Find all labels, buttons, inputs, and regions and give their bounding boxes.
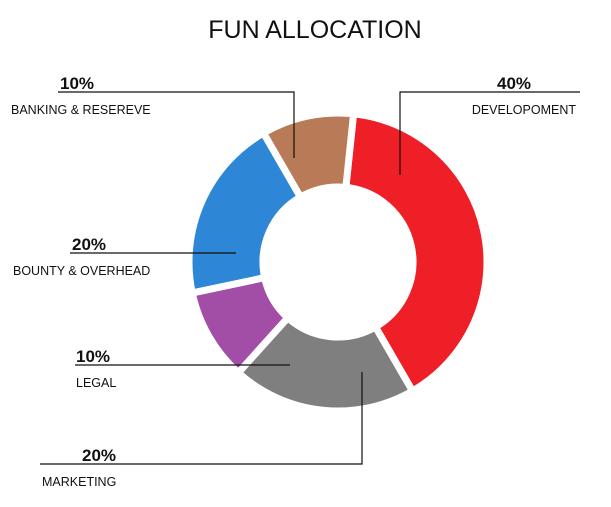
leader-line-marketing <box>40 372 363 465</box>
category-label-banking-resereve: BANKING & RESEREVE <box>11 103 151 117</box>
slices-group <box>185 109 491 415</box>
value-label-banking-resereve: 10% <box>60 74 94 93</box>
value-label-bounty-overhead: 20% <box>72 235 106 254</box>
category-label-legal: LEGAL <box>76 376 116 390</box>
value-label-marketing: 20% <box>82 446 116 465</box>
slice-banking-resereve <box>258 109 358 202</box>
category-label-bounty-overhead: BOUNTY & OVERHEAD <box>13 264 150 278</box>
value-label-legal: 10% <box>76 347 110 366</box>
category-label-marketing: MARKETING <box>42 475 116 489</box>
category-label-developoment: DEVELOPOMENT <box>472 103 577 117</box>
labels-group: 40% DEVELOPOMENT 20% MARKETING 10% LEGAL 20% BO… <box>11 74 580 489</box>
leader-line-banking-resereve <box>58 91 295 158</box>
chart-title: FUN ALLOCATION <box>208 16 421 44</box>
slice-developoment <box>341 109 491 396</box>
leader-line-developoment <box>399 91 580 175</box>
value-label-developoment: 40% <box>497 74 531 93</box>
